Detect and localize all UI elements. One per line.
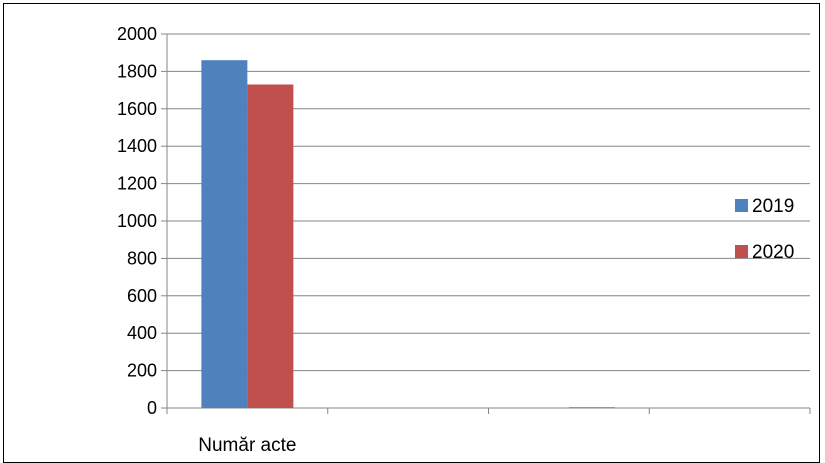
y-tick-label: 1000 <box>117 211 157 231</box>
bar-2020-2 <box>568 407 615 408</box>
legend-label-2020: 2020 <box>752 242 794 263</box>
y-tick-label: 0 <box>147 398 157 418</box>
legend-swatch-2019 <box>735 199 748 212</box>
y-tick-label: 600 <box>127 286 157 306</box>
y-tick-label: 800 <box>127 248 157 268</box>
y-tick-labels: 0 200 400 600 800 1000 1200 1400 1600 1800 2000 <box>117 24 157 418</box>
y-tick-label: 1200 <box>117 174 157 194</box>
y-tick-label: 1600 <box>117 99 157 119</box>
y-tick-label: 400 <box>127 323 157 343</box>
bars <box>201 60 615 409</box>
legend-label-2019: 2019 <box>752 196 794 217</box>
chart-frame <box>3 3 820 463</box>
y-tick-label: 1800 <box>117 61 157 81</box>
bar-2019-0 <box>201 60 248 409</box>
y-tick-label: 200 <box>127 361 157 381</box>
bar-2020-0 <box>247 84 294 409</box>
legend-swatch-2020 <box>735 245 748 258</box>
x-category-label: Număr acte <box>198 435 296 456</box>
y-tick-label: 2000 <box>117 24 157 44</box>
y-tick-label: 1400 <box>117 136 157 156</box>
x-tick-labels: Număr acte <box>198 435 296 456</box>
legend: 2019 2020 <box>735 196 794 263</box>
